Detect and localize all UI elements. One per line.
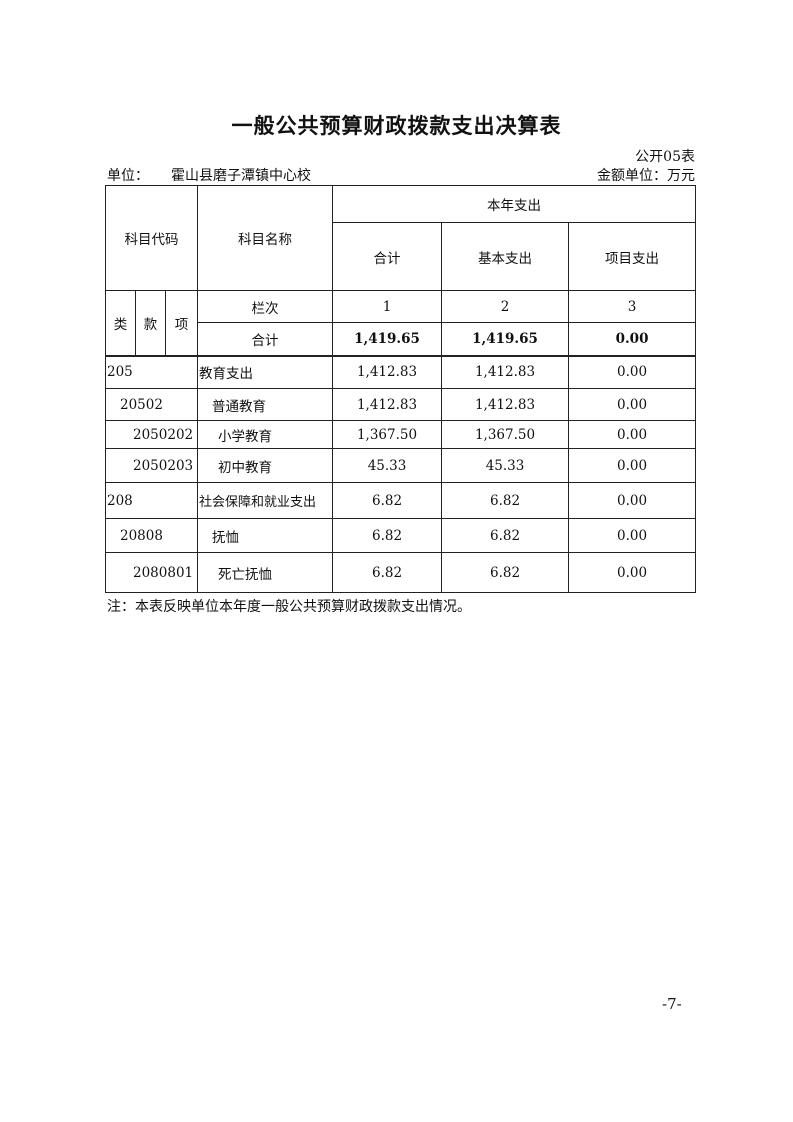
row-name: 社会保障和就业支出 — [197, 482, 334, 519]
row-basic: 1,412.83 — [441, 388, 570, 421]
unit-name: 霍山县磨子潭镇中心校 — [171, 168, 311, 184]
row-total: 1,412.83 — [332, 354, 443, 389]
row-total: 1,367.50 — [332, 420, 443, 449]
row-total: 6.82 — [332, 518, 443, 553]
header-row: 合计 基本支出 项目支出 — [106, 222, 697, 291]
header-item: 项 — [164, 290, 199, 356]
total-project: 0.00 — [568, 322, 697, 356]
row-project: 0.00 — [568, 354, 697, 389]
table-row: 2080801 死亡抚恤 6.82 6.82 0.00 — [104, 552, 697, 593]
column-number-row: 类 款 项 栏次 1 2 3 — [105, 290, 697, 356]
row-code: 205 — [104, 354, 199, 389]
row-code: 2050202 — [104, 420, 199, 449]
expenditure-table: 科目代码 科目名称 本年支出 合计 基本支出 项目支出 类 款 项 栏次 1 2… — [104, 185, 697, 593]
row-basic: 6.82 — [441, 552, 570, 593]
row-project: 0.00 — [568, 518, 697, 553]
amount-unit: 金额单位：万元 — [597, 168, 695, 184]
row-total: 45.33 — [332, 448, 443, 483]
row-name: 小学教育 — [197, 420, 334, 449]
row-name: 死亡抚恤 — [197, 552, 334, 593]
row-code: 20502 — [104, 388, 199, 421]
header-row: 科目代码 科目名称 本年支出 — [104, 185, 697, 291]
row-name: 教育支出 — [197, 354, 334, 389]
header-project: 项目支出 — [568, 222, 697, 291]
column-number-2: 2 — [441, 290, 570, 323]
row-name: 抚恤 — [197, 518, 334, 553]
table-row: 2050202 小学教育 1,367.50 1,367.50 0.00 — [104, 420, 697, 449]
row-total: 6.82 — [332, 552, 443, 593]
total-basic: 1,419.65 — [441, 322, 570, 356]
table-row: 20808 抚恤 6.82 6.82 0.00 — [104, 518, 697, 553]
row-project: 0.00 — [568, 482, 697, 519]
column-number-label: 栏次 — [197, 290, 334, 323]
header-section: 款 — [135, 290, 166, 356]
column-number-3: 3 — [568, 290, 697, 323]
header-name: 科目名称 — [197, 185, 334, 291]
unit-label: 单位： — [107, 168, 149, 184]
row-name: 普通教育 — [197, 388, 334, 421]
row-code: 20808 — [104, 518, 199, 553]
table-row: 205 教育支出 1,412.83 1,412.83 0.00 — [104, 354, 697, 389]
row-basic: 1,412.83 — [441, 354, 570, 389]
table-row: 20502 普通教育 1,412.83 1,412.83 0.00 — [104, 388, 697, 421]
row-project: 0.00 — [568, 388, 697, 421]
row-code: 2080801 — [104, 552, 199, 593]
row-basic: 6.82 — [441, 518, 570, 553]
row-total: 1,412.83 — [332, 388, 443, 421]
header-total: 合计 — [332, 222, 443, 291]
header-current-year: 本年支出 — [332, 185, 697, 223]
table-row: 2050203 初中教育 45.33 45.33 0.00 — [104, 448, 697, 483]
row-project: 0.00 — [568, 420, 697, 449]
row-total: 6.82 — [332, 482, 443, 519]
table-row: 208 社会保障和就业支出 6.82 6.82 0.00 — [104, 482, 697, 519]
page-number: -7- — [662, 995, 682, 1013]
row-name: 初中教育 — [197, 448, 334, 483]
row-code: 2050203 — [104, 448, 199, 483]
column-number-1: 1 — [332, 290, 443, 323]
row-project: 0.00 — [568, 552, 697, 593]
unit-line: 单位： 霍山县磨子潭镇中心校 — [107, 165, 333, 185]
header-class: 类 — [105, 290, 136, 356]
table-note: 注：本表反映单位本年度一般公共预算财政拨款支出情况。 — [107, 599, 471, 615]
page-title: 一般公共预算财政拨款支出决算表 — [231, 114, 562, 138]
header-code: 科目代码 — [104, 185, 199, 291]
total-label: 合计 — [197, 322, 334, 356]
row-project: 0.00 — [568, 448, 697, 483]
header-basic: 基本支出 — [441, 222, 570, 291]
form-number: 公开05表 — [635, 149, 695, 165]
row-basic: 6.82 — [441, 482, 570, 519]
total-total: 1,419.65 — [332, 322, 443, 356]
total-row: 合计 1,419.65 1,419.65 0.00 — [106, 322, 697, 356]
row-code: 208 — [104, 482, 199, 519]
row-basic: 1,367.50 — [441, 420, 570, 449]
row-basic: 45.33 — [441, 448, 570, 483]
